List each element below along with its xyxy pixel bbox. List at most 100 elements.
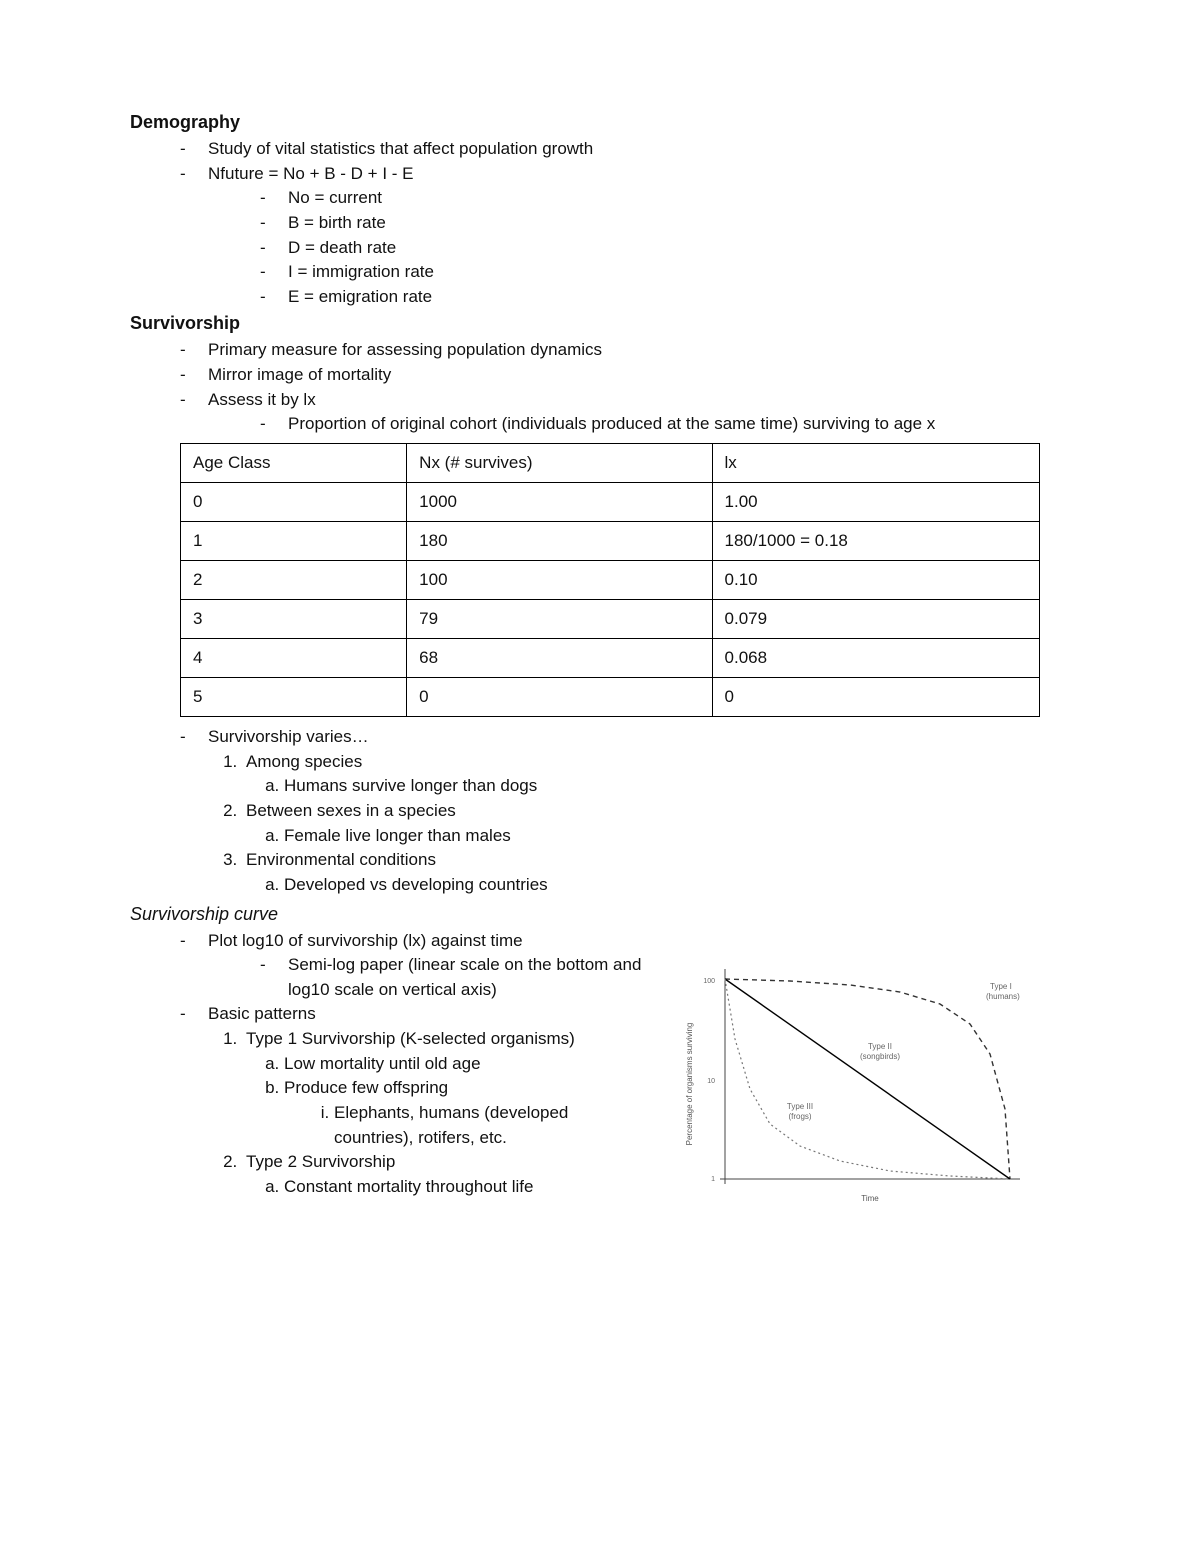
alpha-list: Humans survive longer than dogs <box>246 774 1070 799</box>
text: Plot log10 of survivorship (lx) against … <box>208 931 523 950</box>
survivorship-list: Primary measure for assessing population… <box>130 338 1070 437</box>
type1-label: Type I <box>990 982 1012 991</box>
table-cell: 2 <box>181 561 407 600</box>
demography-list: Study of vital statistics that affect po… <box>130 137 1070 309</box>
table-cell: 68 <box>407 639 712 678</box>
type2-label2: (songbirds) <box>860 1052 900 1061</box>
list-item: Plot log10 of survivorship (lx) against … <box>180 929 650 1003</box>
list-item: D = death rate <box>260 236 1070 261</box>
table-cell: 0.079 <box>712 600 1039 639</box>
table-cell: 79 <box>407 600 712 639</box>
list-item: Humans survive longer than dogs <box>284 774 1070 799</box>
table-row: Age Class Nx (# survives) lx <box>181 444 1040 483</box>
table-cell: 0.10 <box>712 561 1039 600</box>
heading-curve: Survivorship curve <box>130 904 1070 925</box>
table-cell: 180/1000 = 0.18 <box>712 522 1039 561</box>
table-cell: 3 <box>181 600 407 639</box>
list-item: I = immigration rate <box>260 260 1070 285</box>
text: Type 2 Survivorship <box>246 1152 395 1171</box>
list-item: Semi-log paper (linear scale on the bott… <box>260 953 650 1002</box>
sublist: Proportion of original cohort (individua… <box>208 412 1070 437</box>
table-cell: 0.068 <box>712 639 1039 678</box>
table-row: 4 68 0.068 <box>181 639 1040 678</box>
survivorship-chart: 100 10 1 Type I (humans) Type II (songbi… <box>670 949 1040 1229</box>
list-item: Elephants, humans (developed countries),… <box>334 1101 650 1150</box>
table-cell: 0 <box>407 678 712 717</box>
table-row: 2 100 0.10 <box>181 561 1040 600</box>
type1-label2: (humans) <box>986 992 1020 1001</box>
curve-list: Plot log10 of survivorship (lx) against … <box>130 929 650 1200</box>
list-item: Produce few offspring Elephants, humans … <box>284 1076 650 1150</box>
text: Basic patterns <box>208 1004 316 1023</box>
list-item: Between sexes in a species Female live l… <box>242 799 1070 848</box>
list-item: Basic patterns Type 1 Survivorship (K-se… <box>180 1002 650 1199</box>
table-header: Nx (# survives) <box>407 444 712 483</box>
list-item: Proportion of original cohort (individua… <box>260 412 1070 437</box>
table-cell: 0 <box>712 678 1039 717</box>
heading-demography: Demography <box>130 112 1070 133</box>
x-axis-label: Time <box>861 1194 879 1203</box>
text: Survivorship varies… <box>208 727 369 746</box>
text: Between sexes in a species <box>246 801 456 820</box>
list-item: Developed vs developing countries <box>284 873 1070 898</box>
table-cell: 100 <box>407 561 712 600</box>
survivorship-table: Age Class Nx (# survives) lx 0 1000 1.00… <box>180 443 1040 717</box>
alpha-list: Female live longer than males <box>246 824 1070 849</box>
list-item: Assess it by lx Proportion of original c… <box>180 388 1070 437</box>
sublist: Semi-log paper (linear scale on the bott… <box>208 953 650 1002</box>
text: Produce few offspring <box>284 1078 448 1097</box>
table-row: 0 1000 1.00 <box>181 483 1040 522</box>
type3-label2: (frogs) <box>788 1112 811 1121</box>
list-item: Type 1 Survivorship (K-selected organism… <box>242 1027 650 1150</box>
table-cell: 0 <box>181 483 407 522</box>
sublist: No = current B = birth rate D = death ra… <box>208 186 1070 309</box>
list-item: Study of vital statistics that affect po… <box>180 137 1070 162</box>
table-cell: 4 <box>181 639 407 678</box>
ordered-list: Among species Humans survive longer than… <box>208 750 1070 898</box>
table-cell: 180 <box>407 522 712 561</box>
curve-text-column: Plot log10 of survivorship (lx) against … <box>130 929 650 1204</box>
alpha-list: Low mortality until old age Produce few … <box>246 1052 650 1151</box>
alpha-list: Developed vs developing countries <box>246 873 1070 898</box>
list-item: Low mortality until old age <box>284 1052 650 1077</box>
text: Among species <box>246 752 362 771</box>
heading-survivorship: Survivorship <box>130 313 1070 334</box>
table-cell: 1.00 <box>712 483 1039 522</box>
table-cell: 1000 <box>407 483 712 522</box>
text: Type 1 Survivorship (K-selected organism… <box>246 1029 575 1048</box>
list-item: Survivorship varies… Among species Human… <box>180 725 1070 897</box>
ytick-label: 100 <box>703 978 715 985</box>
list-item: Type 2 Survivorship Constant mortality t… <box>242 1150 650 1199</box>
roman-list: Elephants, humans (developed countries),… <box>284 1101 650 1150</box>
type3-label: Type III <box>787 1102 813 1111</box>
varies-list: Survivorship varies… Among species Human… <box>130 725 1070 897</box>
list-item: E = emigration rate <box>260 285 1070 310</box>
ytick-label: 1 <box>711 1176 715 1183</box>
table-row: 3 79 0.079 <box>181 600 1040 639</box>
table-row: 1 180 180/1000 = 0.18 <box>181 522 1040 561</box>
list-item: Mirror image of mortality <box>180 363 1070 388</box>
table-row: 5 0 0 <box>181 678 1040 717</box>
list-item: Nfuture = No + B - D + I - E No = curren… <box>180 162 1070 310</box>
text: Assess it by lx <box>208 390 316 409</box>
y-axis-label: Percentage of organisms surviving <box>685 1022 694 1145</box>
type2-line <box>725 979 1010 1179</box>
document-page: Demography Study of vital statistics tha… <box>0 0 1200 1553</box>
type2-label: Type II <box>868 1042 892 1051</box>
table-cell: 5 <box>181 678 407 717</box>
table-header: Age Class <box>181 444 407 483</box>
chart-svg: 100 10 1 Type I (humans) Type II (songbi… <box>670 949 1040 1229</box>
curve-section: Plot log10 of survivorship (lx) against … <box>130 929 1070 1229</box>
text: Nfuture = No + B - D + I - E <box>208 164 414 183</box>
text: Environmental conditions <box>246 850 436 869</box>
list-item: Among species Humans survive longer than… <box>242 750 1070 799</box>
table-cell: 1 <box>181 522 407 561</box>
ordered-list: Type 1 Survivorship (K-selected organism… <box>208 1027 650 1199</box>
ytick-label: 10 <box>707 1078 715 1085</box>
alpha-list: Constant mortality throughout life <box>246 1175 650 1200</box>
list-item: Environmental conditions Developed vs de… <box>242 848 1070 897</box>
list-item: Primary measure for assessing population… <box>180 338 1070 363</box>
list-item: Female live longer than males <box>284 824 1070 849</box>
list-item: B = birth rate <box>260 211 1070 236</box>
list-item: Constant mortality throughout life <box>284 1175 650 1200</box>
